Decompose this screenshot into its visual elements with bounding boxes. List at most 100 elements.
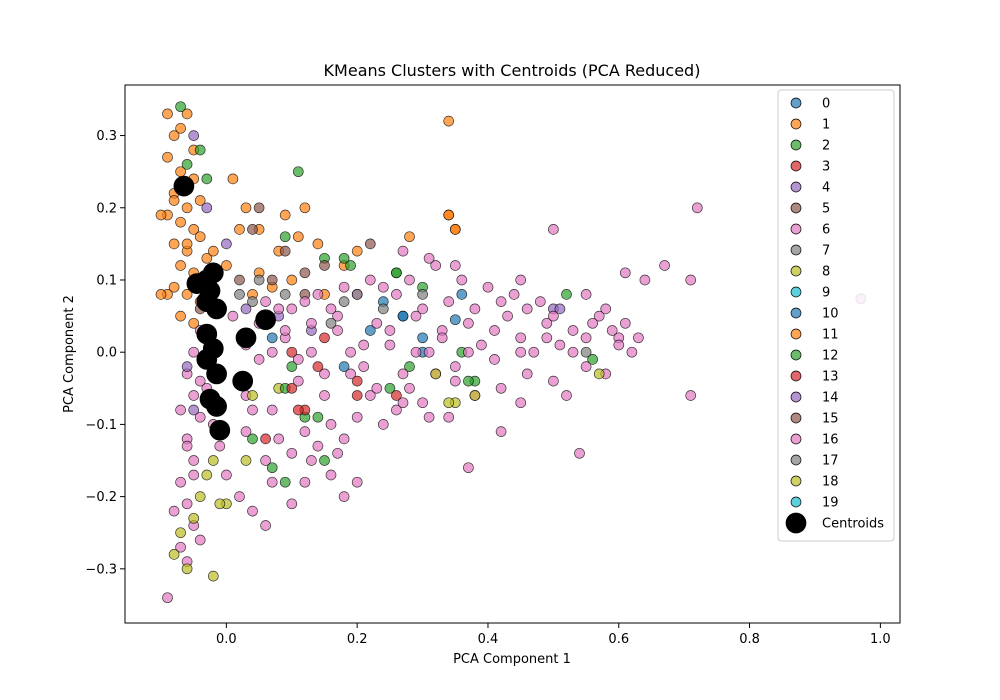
data-point — [279, 209, 291, 221]
data-point — [273, 433, 285, 445]
data-point — [391, 390, 402, 401]
data-point — [463, 462, 474, 474]
data-point — [319, 368, 330, 380]
data-point — [286, 274, 298, 286]
legend-marker — [790, 202, 802, 214]
legend-label: 1 — [822, 118, 830, 133]
data-point — [325, 303, 337, 315]
data-point — [443, 296, 455, 307]
data-point — [292, 354, 304, 365]
data-point — [188, 512, 200, 524]
data-point — [253, 202, 265, 214]
data-point — [175, 122, 186, 134]
data-point — [194, 411, 206, 423]
series-11 — [168, 195, 461, 250]
data-point — [299, 267, 311, 279]
centroid-point — [209, 419, 231, 441]
data-point — [377, 419, 389, 430]
legend-marker — [790, 328, 802, 340]
y-axis: −0.3 −0.2 −0.1 0.0 0.1 0.2 0.3 — [85, 129, 125, 577]
data-point — [338, 361, 350, 372]
data-point — [227, 173, 239, 185]
data-point — [286, 498, 298, 510]
data-point — [476, 339, 487, 351]
data-point — [319, 332, 330, 344]
data-point — [181, 238, 193, 250]
data-point — [351, 411, 363, 423]
y-tick-label: −0.2 — [85, 490, 117, 505]
x-tick-label: 0.6 — [608, 632, 629, 647]
series-17 — [253, 274, 428, 307]
series-13 — [286, 361, 363, 416]
series-3 — [260, 332, 402, 445]
legend-marker — [790, 454, 802, 466]
data-point — [253, 354, 265, 365]
data-point — [521, 303, 533, 315]
data-point — [306, 317, 317, 329]
data-point — [587, 317, 598, 329]
data-point — [417, 332, 428, 344]
data-point — [463, 317, 474, 329]
data-point — [561, 289, 572, 300]
legend-label: 14 — [822, 391, 839, 406]
data-point — [541, 317, 553, 329]
legend-marker — [790, 181, 802, 193]
data-point — [423, 411, 435, 423]
y-tick-label: 0.3 — [96, 129, 117, 144]
data-point — [207, 455, 219, 466]
data-point — [358, 339, 370, 351]
data-point — [593, 368, 605, 380]
data-point — [456, 274, 468, 286]
data-point — [384, 382, 396, 394]
data-point — [443, 397, 455, 409]
data-point — [443, 115, 455, 127]
data-point — [404, 382, 415, 394]
data-point — [495, 426, 507, 437]
data-point — [554, 339, 566, 351]
data-point — [168, 281, 180, 293]
data-point — [580, 289, 592, 300]
data-point — [580, 346, 592, 358]
legend-label: 3 — [822, 160, 830, 175]
plot-frame — [124, 84, 901, 624]
data-point — [234, 224, 245, 235]
data-point — [299, 426, 311, 437]
data-point — [325, 317, 337, 329]
data-point — [685, 274, 697, 286]
data-point — [155, 209, 167, 221]
data-point — [364, 274, 376, 286]
x-tick-label: 0.2 — [347, 632, 368, 647]
data-point — [332, 447, 343, 459]
data-point — [168, 238, 180, 250]
data-point — [554, 303, 566, 315]
data-point — [162, 151, 173, 163]
data-point — [469, 390, 481, 401]
data-point — [240, 202, 252, 214]
data-point — [449, 260, 461, 271]
data-point — [593, 310, 605, 322]
data-point — [201, 469, 213, 481]
data-point — [463, 346, 474, 358]
data-point — [515, 397, 527, 409]
data-point — [266, 476, 278, 488]
data-point — [430, 260, 442, 271]
data-point — [181, 440, 193, 452]
data-point — [430, 368, 442, 380]
data-point — [299, 296, 311, 307]
data-point — [207, 570, 219, 582]
data-point — [253, 274, 265, 286]
centroid-point — [232, 370, 254, 392]
data-point — [351, 289, 363, 300]
data-point — [449, 224, 461, 235]
data-point — [194, 534, 206, 546]
data-point — [456, 289, 468, 300]
legend-label: 13 — [822, 370, 839, 385]
data-point — [482, 281, 494, 293]
data-point — [194, 375, 206, 387]
data-point — [561, 390, 572, 401]
legend-label: 15 — [822, 412, 839, 427]
data-point — [325, 419, 337, 430]
data-point — [619, 317, 631, 329]
data-point — [194, 231, 206, 243]
